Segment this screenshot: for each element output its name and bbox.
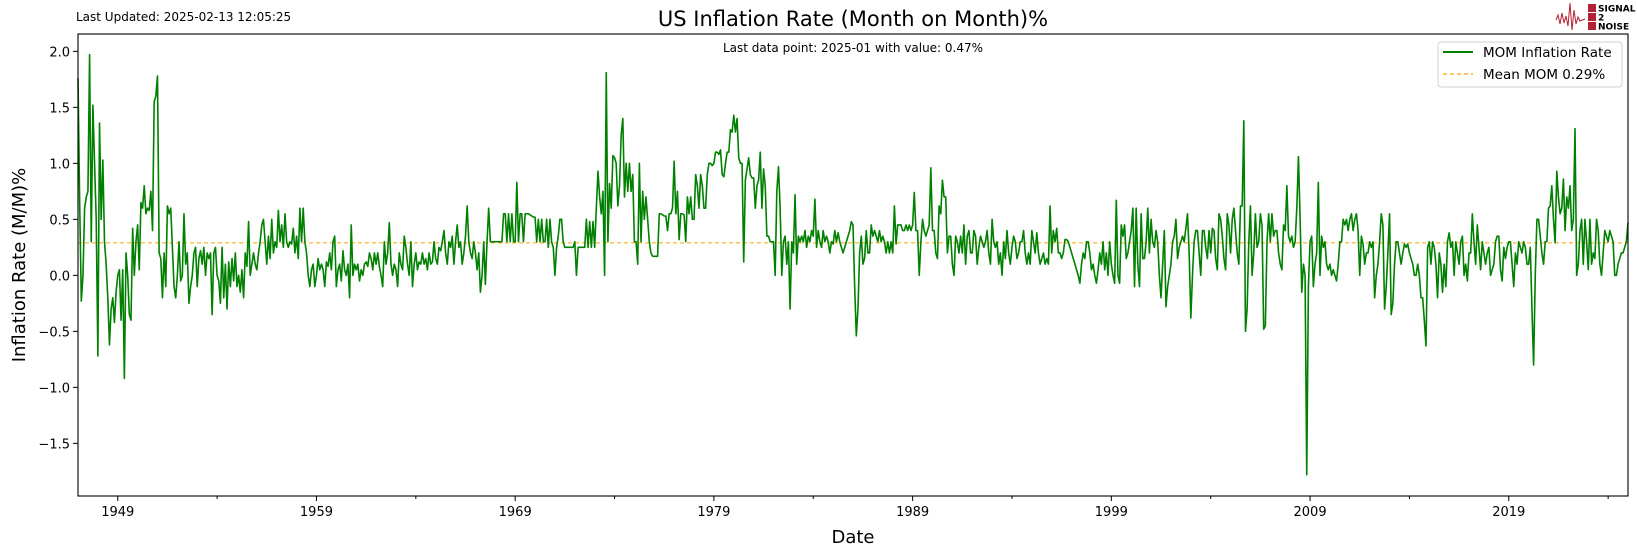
y-tick-label: 2.0 bbox=[49, 45, 70, 60]
legend: MOM Inflation Rate Mean MOM 0.29% bbox=[1437, 41, 1623, 88]
x-tick-label: 1959 bbox=[300, 505, 333, 520]
logo-text-signal: SIGNAL bbox=[1598, 5, 1636, 15]
legend-label-mean: Mean MOM 0.29% bbox=[1483, 67, 1605, 83]
y-tick-label: −0.5 bbox=[38, 325, 70, 340]
last-data-point-annotation: Last data point: 2025-01 with value: 0.4… bbox=[723, 41, 983, 55]
logo-waveform-icon bbox=[1555, 2, 1586, 31]
x-tick-label: 2019 bbox=[1492, 505, 1525, 520]
logo-letter-box bbox=[1588, 22, 1596, 30]
logo: SIGNAL 2 NOISE bbox=[1555, 2, 1636, 33]
x-tick-label: 1989 bbox=[896, 505, 929, 520]
chart-title: US Inflation Rate (Month on Month)% bbox=[658, 7, 1048, 31]
y-axis-label: Inflation Rate (M/M)% bbox=[9, 168, 30, 363]
series-line-mom-inflation bbox=[77, 53, 1629, 476]
y-tick-label: 0.0 bbox=[49, 269, 70, 284]
logo-letter-box bbox=[1588, 4, 1596, 12]
logo-letter-box bbox=[1588, 13, 1596, 21]
x-tick-label: 1969 bbox=[499, 505, 532, 520]
axes-frame bbox=[77, 33, 1629, 497]
axis-ticks: 1949 1959 1969 1979 1989 1999 2009 2019 −1.5 −1.0… bbox=[38, 45, 1609, 520]
legend-box bbox=[1437, 41, 1623, 88]
y-tick-label: 1.5 bbox=[49, 101, 70, 116]
x-tick-label: 1999 bbox=[1095, 505, 1128, 520]
x-tick-label: 1949 bbox=[101, 505, 134, 520]
plot-area bbox=[77, 53, 1629, 476]
legend-label-series: MOM Inflation Rate bbox=[1483, 45, 1612, 61]
logo-text-noise: NOISE bbox=[1598, 23, 1629, 33]
x-tick-label: 2009 bbox=[1294, 505, 1327, 520]
x-tick-label: 1979 bbox=[697, 505, 730, 520]
y-tick-label: 1.0 bbox=[49, 157, 70, 172]
y-tick-label: −1.0 bbox=[38, 381, 70, 396]
y-tick-label: −1.5 bbox=[38, 437, 70, 452]
last-updated-label: Last Updated: 2025-02-13 12:05:25 bbox=[76, 10, 291, 24]
logo-text-2: 2 bbox=[1598, 14, 1604, 24]
y-tick-label: 0.5 bbox=[49, 213, 70, 228]
x-axis-label: Date bbox=[831, 527, 874, 548]
